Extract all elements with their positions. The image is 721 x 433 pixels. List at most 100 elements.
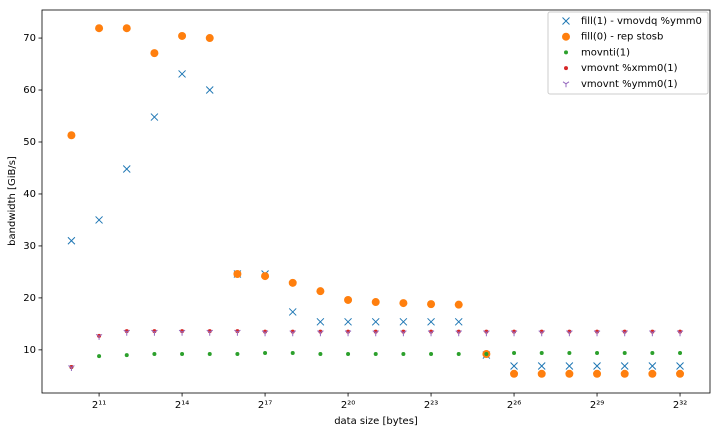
data-point bbox=[454, 300, 463, 309]
data-point bbox=[678, 329, 683, 334]
data-point bbox=[427, 300, 436, 309]
data-point bbox=[456, 352, 461, 357]
data-point bbox=[455, 330, 462, 337]
data-point bbox=[456, 329, 461, 334]
data-point bbox=[318, 352, 323, 357]
legend-marker bbox=[562, 32, 570, 41]
data-point bbox=[67, 236, 76, 245]
legend-marker bbox=[562, 17, 570, 25]
data-point bbox=[650, 329, 655, 334]
data-point bbox=[152, 352, 157, 357]
legend-label: fill(0) - rep stosb bbox=[581, 32, 663, 43]
data-point bbox=[180, 352, 185, 357]
data-point bbox=[150, 113, 159, 121]
data-point bbox=[593, 369, 602, 378]
data-point bbox=[593, 362, 601, 370]
y-tick-label: 70 bbox=[23, 33, 36, 44]
legend-label: vmovnt %ymm0(1) bbox=[581, 79, 678, 90]
data-point bbox=[372, 330, 380, 337]
data-point bbox=[427, 330, 435, 337]
data-point bbox=[593, 330, 601, 337]
data-point bbox=[399, 317, 408, 326]
data-point bbox=[567, 350, 572, 355]
legend-label: movnti(1) bbox=[581, 47, 630, 58]
legend-label: fill(1) - vmovdq %ymm0 bbox=[581, 16, 702, 27]
y-tick-label: 10 bbox=[23, 345, 36, 356]
data-point bbox=[178, 31, 187, 40]
data-point bbox=[427, 317, 435, 326]
data-point bbox=[263, 329, 268, 334]
data-point bbox=[622, 350, 627, 355]
x-tick-label: 2²⁹ bbox=[590, 400, 604, 411]
data-point bbox=[235, 329, 240, 334]
data-point bbox=[178, 70, 186, 78]
data-point bbox=[483, 330, 490, 337]
data-point bbox=[429, 329, 434, 334]
y-tick-label: 50 bbox=[23, 137, 36, 148]
data-point bbox=[676, 369, 685, 378]
data-point bbox=[206, 329, 214, 336]
data-point bbox=[537, 369, 546, 378]
data-point bbox=[510, 330, 518, 337]
data-point bbox=[567, 329, 572, 334]
y-tick-label: 40 bbox=[23, 189, 36, 200]
data-point bbox=[401, 329, 406, 334]
data-point bbox=[512, 329, 517, 334]
data-point bbox=[122, 165, 131, 173]
data-point bbox=[97, 354, 102, 359]
data-point bbox=[344, 330, 352, 337]
data-point bbox=[565, 362, 574, 370]
y-tick-label: 30 bbox=[23, 241, 36, 252]
data-point bbox=[124, 353, 129, 358]
data-point bbox=[373, 352, 378, 357]
data-point bbox=[261, 272, 270, 281]
data-point bbox=[178, 329, 186, 336]
data-point bbox=[122, 24, 131, 33]
data-point bbox=[371, 298, 380, 307]
data-point bbox=[317, 330, 324, 337]
data-point bbox=[344, 295, 353, 304]
legend-marker bbox=[562, 81, 570, 88]
data-point bbox=[346, 352, 351, 357]
x-tick-label: 2³² bbox=[673, 400, 687, 411]
data-point bbox=[537, 362, 546, 370]
data-point bbox=[95, 24, 104, 33]
data-point bbox=[205, 34, 214, 43]
data-point bbox=[316, 287, 325, 296]
data-point bbox=[678, 350, 683, 355]
data-point bbox=[150, 49, 159, 58]
x-tick-label: 2²³ bbox=[424, 400, 438, 411]
data-point bbox=[373, 329, 378, 334]
y-tick-label: 60 bbox=[23, 85, 36, 96]
data-point bbox=[484, 352, 489, 357]
data-point bbox=[401, 352, 406, 357]
y-axis-label: bandwidth [GiB/s] bbox=[7, 156, 18, 246]
data-point bbox=[620, 362, 629, 370]
data-point bbox=[205, 86, 214, 94]
data-point bbox=[566, 330, 573, 337]
data-point bbox=[288, 308, 297, 316]
data-point bbox=[565, 369, 574, 378]
data-point bbox=[539, 350, 544, 355]
data-point bbox=[371, 317, 380, 326]
legend-label: vmovnt %xmm0(1) bbox=[581, 63, 678, 74]
data-point bbox=[648, 362, 657, 370]
data-point bbox=[288, 278, 297, 287]
data-point bbox=[399, 299, 408, 308]
x-tick-label: 2¹⁷ bbox=[258, 400, 272, 411]
data-point bbox=[676, 362, 684, 370]
data-point bbox=[484, 329, 489, 334]
plot-frame bbox=[41, 9, 711, 394]
data-point bbox=[510, 369, 519, 378]
data-point bbox=[290, 350, 295, 355]
data-point bbox=[454, 317, 463, 326]
y-tick-label: 20 bbox=[23, 293, 36, 304]
legend: fill(1) - vmovdq %ymm0 fill(0) - rep stos… bbox=[547, 11, 709, 95]
data-point bbox=[621, 330, 628, 337]
data-point bbox=[207, 329, 212, 334]
data-point bbox=[95, 333, 103, 340]
data-point bbox=[316, 317, 325, 326]
data-point bbox=[318, 329, 323, 334]
data-point bbox=[180, 329, 185, 334]
